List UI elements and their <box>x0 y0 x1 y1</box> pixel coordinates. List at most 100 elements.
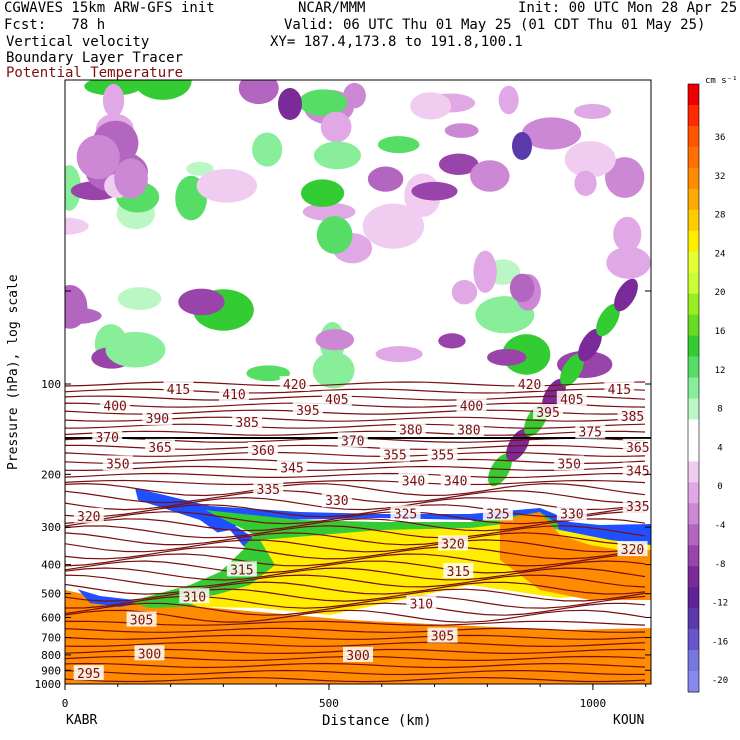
updraft-cell <box>300 179 345 207</box>
theta-label: 320 <box>441 537 464 552</box>
vertical-velocity-field <box>65 80 651 487</box>
downdraft-cell <box>451 279 478 305</box>
colorbar-swatch <box>688 251 699 274</box>
theta-contour-line <box>65 662 646 669</box>
downdraft-cell <box>613 216 642 252</box>
theta-contour-line <box>65 641 646 648</box>
y-tick-label: 100 <box>41 378 61 391</box>
x-tick-label: 1000 <box>580 697 607 710</box>
colorbar-swatch <box>688 440 699 462</box>
colorbar-tick-label: -12 <box>712 599 728 609</box>
theta-label: 345 <box>626 464 649 479</box>
downdraft-cell <box>470 160 510 192</box>
theta-contour-line <box>65 627 646 633</box>
downdraft-cell <box>564 141 616 178</box>
theta-label-bg <box>514 376 545 391</box>
theta-label: 405 <box>325 393 348 408</box>
colorbar-tick-label: -16 <box>712 637 728 647</box>
theta-label-bg <box>226 561 257 577</box>
theta-label: 330 <box>325 494 348 509</box>
colorbar-swatch <box>688 482 699 504</box>
downdraft-cell <box>521 117 582 150</box>
downdraft-cell <box>438 153 479 175</box>
theta-label-bg <box>554 455 585 471</box>
colorbar-swatch <box>688 293 699 316</box>
theta-label-bg <box>379 446 410 462</box>
downdraft-cell <box>574 170 597 196</box>
downdraft-core <box>278 88 302 120</box>
theta-contour-line <box>65 482 646 497</box>
colorbar-tick-label: 4 <box>717 443 722 453</box>
downdraft-cell <box>362 203 425 249</box>
theta-contour-line <box>65 553 646 567</box>
downdraft-cell <box>410 92 452 120</box>
valid-time: Valid: 06 UTC Thu 01 May 25 (01 CDT Thu … <box>284 17 706 33</box>
theta-contour-line <box>65 669 646 676</box>
theta-label-bg <box>279 376 310 391</box>
theta-label-bg <box>321 492 352 508</box>
theta-label-bg <box>142 410 173 426</box>
theta-labels: 415 410 420 405 420 405 415 400 395 400 395 385 390 3… <box>73 376 651 682</box>
downdraft-cell <box>76 134 120 180</box>
downdraft-cell <box>487 348 527 366</box>
theta-label-bg <box>126 611 157 627</box>
colorbar-tick-label: 32 <box>715 172 726 182</box>
theta-label: 410 <box>222 388 245 403</box>
downdraft-cell <box>238 80 279 105</box>
theta-label: 385 <box>621 410 644 425</box>
theta-label: 420 <box>518 378 541 393</box>
theta-label: 300 <box>138 647 161 662</box>
theta-label: 380 <box>399 424 422 439</box>
theta-label-bg <box>453 421 484 437</box>
theta-label-bg <box>247 442 278 458</box>
downdraft-cell <box>320 111 352 143</box>
theta-contour-line <box>65 525 646 539</box>
y-tick-label: 200 <box>41 468 61 481</box>
theta-label-bg <box>482 505 513 521</box>
theta-contour-line <box>65 496 646 511</box>
theta-label-bg <box>232 414 263 430</box>
theta-label-bg <box>575 423 606 439</box>
downdraft-cell <box>65 217 89 235</box>
updraft-cell <box>105 331 166 368</box>
theta-label-bg <box>92 428 123 444</box>
theta-label-bg <box>427 446 458 462</box>
x-tick-label: 0 <box>62 697 69 710</box>
theta-label: 340 <box>444 475 467 490</box>
colorbar-units: cm s⁻¹ <box>705 76 738 86</box>
colorbar-swatch <box>688 587 699 609</box>
theta-contour-line <box>65 560 646 574</box>
theta-label: 415 <box>167 383 190 398</box>
colorbar-swatch <box>688 230 699 253</box>
colorbar-tick-label: 20 <box>715 288 726 298</box>
downdraft-cell <box>343 82 366 109</box>
colorbar-swatch <box>688 314 699 337</box>
theta-contour-line <box>65 381 646 387</box>
theta-label: 395 <box>536 406 559 421</box>
theta-label: 350 <box>106 457 129 472</box>
theta-label: 370 <box>95 431 118 446</box>
theta-label-bg <box>100 397 131 413</box>
theta-contour-line <box>65 539 646 553</box>
field-tracer: Boundary Layer Tracer <box>6 50 184 66</box>
colorbar-swatch <box>688 272 699 295</box>
colorbar-tick-label: 0 <box>717 482 722 492</box>
downdraft-cell <box>65 307 102 325</box>
theta-label-bg <box>622 497 651 513</box>
colorbar-swatch <box>688 188 699 211</box>
downdraft-cell <box>498 85 519 115</box>
theta-label: 335 <box>626 500 649 515</box>
colorbar-swatch <box>688 608 699 630</box>
theta-label-bg <box>73 507 104 523</box>
theta-label-bg <box>617 408 648 424</box>
colorbar-swatch <box>688 629 699 651</box>
theta-label-bg <box>617 541 648 557</box>
downdraft-cell <box>102 83 125 118</box>
updraft-cell <box>252 132 283 167</box>
theta-contour-line <box>65 451 646 458</box>
theta-label-bg <box>73 665 104 681</box>
theta-label: 295 <box>77 667 100 682</box>
theta-label-bg <box>398 472 429 488</box>
theta-label: 380 <box>457 424 480 439</box>
